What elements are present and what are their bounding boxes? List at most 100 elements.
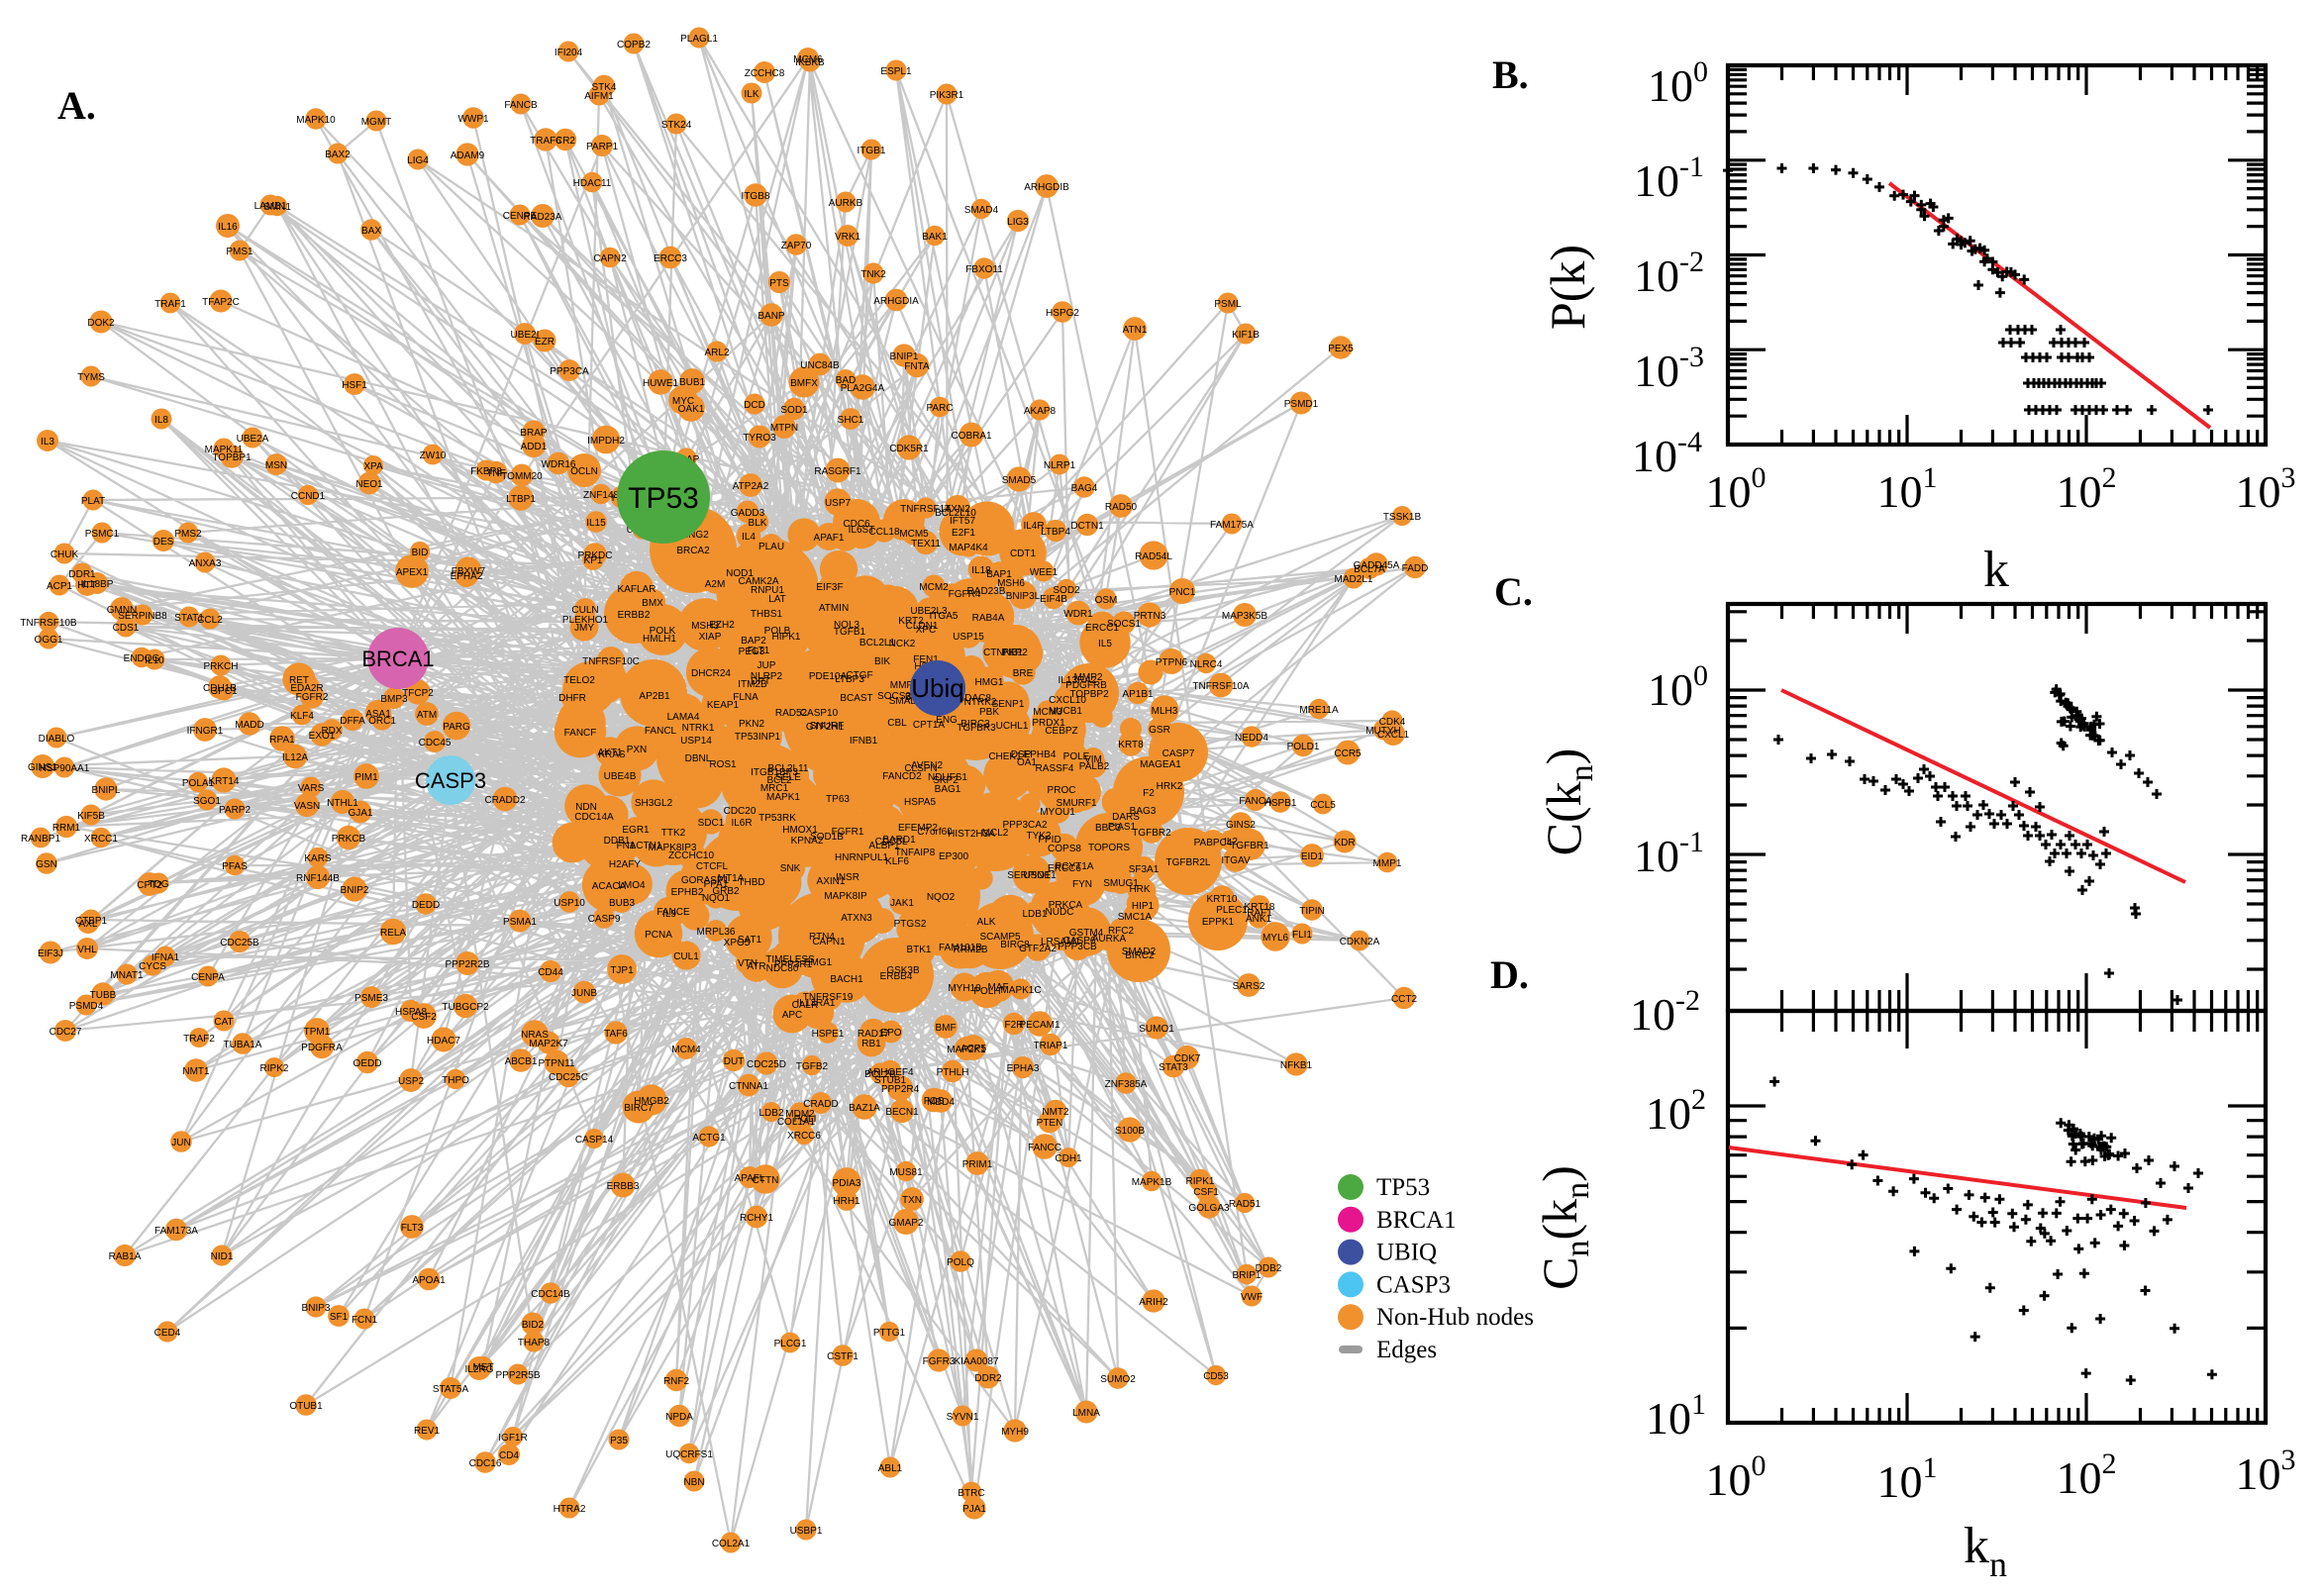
svg-text:SERPINB8: SERPINB8 (118, 611, 167, 622)
svg-text:MYC: MYC (672, 396, 694, 407)
svg-text:SARS2: SARS2 (1233, 981, 1265, 992)
svg-text:TNFRSF19: TNFRSF19 (803, 992, 854, 1003)
svg-text:ACACA: ACACA (592, 881, 627, 892)
svg-text:RFC2: RFC2 (1108, 926, 1135, 937)
svg-text:STK4: STK4 (591, 82, 616, 93)
svg-text:FADD: FADD (1402, 563, 1429, 574)
svg-text:CAPN2: CAPN2 (593, 253, 627, 264)
svg-text:ANK1: ANK1 (1246, 914, 1272, 925)
svg-text:MAD2L1: MAD2L1 (1335, 574, 1373, 585)
svg-text:LIG4: LIG4 (407, 155, 429, 166)
svg-text:ITGB1BP3: ITGB1BP3 (751, 767, 798, 778)
svg-text:GSK3B: GSK3B (886, 965, 920, 976)
svg-text:OA1: OA1 (1017, 757, 1037, 768)
svg-text:THBD: THBD (738, 877, 764, 888)
svg-text:MUS81: MUS81 (889, 1167, 923, 1178)
svg-text:GSN: GSN (36, 859, 57, 870)
svg-text:KLF4: KLF4 (290, 711, 314, 722)
svg-text:AP1B1: AP1B1 (1122, 689, 1154, 700)
svg-text:SOCS1: SOCS1 (1107, 619, 1141, 630)
svg-text:SMAD5: SMAD5 (1002, 475, 1037, 486)
svg-text:ENG: ENG (936, 715, 958, 726)
svg-text:CTTN: CTTN (753, 1175, 779, 1186)
svg-text:HRH1: HRH1 (833, 1196, 860, 1207)
svg-text:PCNA: PCNA (645, 930, 672, 941)
svg-text:CDKN2A: CDKN2A (1340, 937, 1380, 948)
svg-text:AURKB: AURKB (829, 198, 863, 209)
svg-text:CRADD: CRADD (803, 1099, 839, 1110)
svg-text:HSPE1: HSPE1 (812, 1029, 845, 1040)
svg-text:OEDD: OEDD (354, 1058, 382, 1069)
svg-text:FANCA: FANCA (1239, 796, 1272, 807)
svg-text:ZAP70: ZAP70 (781, 241, 812, 251)
svg-text:RNF144B: RNF144B (296, 873, 340, 884)
svg-text:CPT2: CPT2 (137, 880, 162, 891)
svg-text:PTHLH: PTHLH (937, 1067, 969, 1078)
svg-text:POLK: POLK (650, 626, 676, 637)
svg-text:BID: BID (412, 548, 429, 558)
svg-text:RET: RET (289, 675, 309, 686)
svg-text:CLSPN: CLSPN (904, 763, 937, 774)
svg-text:IL2: IL2 (1224, 837, 1238, 848)
svg-text:GRB2: GRB2 (712, 886, 740, 897)
svg-text:FOS: FOS (924, 1096, 945, 1107)
svg-text:SMAD4: SMAD4 (964, 205, 999, 216)
svg-text:APOA1: APOA1 (412, 1275, 446, 1286)
svg-text:TRIAP1: TRIAP1 (1033, 1041, 1067, 1051)
svg-text:PEX5: PEX5 (1328, 344, 1354, 354)
svg-text:ITGB1: ITGB1 (858, 146, 886, 156)
svg-text:PFAS: PFAS (222, 861, 248, 872)
svg-text:RAD23B: RAD23B (967, 586, 1006, 597)
svg-text:ERCC1: ERCC1 (1085, 623, 1119, 634)
svg-text:MCM3: MCM3 (1033, 707, 1062, 718)
svg-text:PPP3CA: PPP3CA (550, 366, 589, 377)
svg-text:PJA1: PJA1 (962, 1504, 986, 1515)
svg-text:TIPIN: TIPIN (1299, 906, 1325, 917)
svg-text:IL5: IL5 (1098, 639, 1112, 649)
svg-text:CASP6: CASP6 (1063, 936, 1096, 947)
svg-text:PPP3CB: PPP3CB (1058, 942, 1097, 952)
svg-text:IFNB1: IFNB1 (850, 736, 878, 747)
svg-text:NOD1: NOD1 (726, 568, 754, 579)
svg-text:UBE4B: UBE4B (604, 771, 637, 782)
svg-text:TYK2: TYK2 (1026, 831, 1051, 842)
svg-text:TP53: TP53 (628, 482, 699, 515)
svg-text:RAF1: RAF1 (1247, 908, 1272, 919)
svg-text:AKAP8: AKAP8 (1024, 406, 1057, 417)
svg-text:POLH: POLH (973, 986, 1000, 997)
svg-text:MAP2K7: MAP2K7 (529, 1039, 568, 1049)
svg-text:IL6ST: IL6ST (849, 525, 875, 536)
svg-text:KPNA2: KPNA2 (791, 836, 824, 847)
svg-text:HSPG2: HSPG2 (1046, 308, 1079, 319)
svg-text:DUT: DUT (724, 1056, 745, 1067)
svg-text:FLNA: FLNA (733, 692, 758, 703)
svg-text:NEDD4: NEDD4 (1235, 733, 1268, 744)
svg-text:FANCF: FANCF (564, 728, 597, 739)
svg-text:IL13RA2: IL13RA2 (1059, 675, 1097, 686)
svg-text:STAT5A: STAT5A (433, 1384, 469, 1395)
svg-text:RRM2B: RRM2B (953, 945, 987, 955)
svg-text:PRKCA: PRKCA (1049, 900, 1083, 911)
svg-text:SMAD2: SMAD2 (1122, 947, 1157, 957)
svg-text:TIMELESS: TIMELESS (765, 954, 815, 965)
svg-text:CDH1: CDH1 (1055, 1153, 1082, 1164)
svg-text:MAGEA1: MAGEA1 (1140, 759, 1181, 770)
svg-text:H2AFY: H2AFY (609, 859, 642, 870)
svg-text:SUMO2: SUMO2 (1100, 1374, 1136, 1385)
svg-text:C.: C. (1494, 569, 1533, 614)
svg-text:DOK2: DOK2 (87, 318, 115, 329)
svg-text:GADD45A: GADD45A (1354, 560, 1400, 571)
svg-text:COPB2: COPB2 (617, 40, 651, 50)
svg-text:JMY: JMY (574, 623, 594, 634)
svg-text:CASP3: CASP3 (415, 768, 486, 793)
svg-text:PARP2: PARP2 (219, 805, 251, 816)
svg-text:OAK1: OAK1 (678, 404, 705, 415)
svg-text:SMAD3: SMAD3 (889, 696, 924, 707)
svg-text:TRAF1: TRAF1 (154, 299, 186, 310)
svg-text:HSPA5: HSPA5 (904, 797, 936, 808)
svg-text:MMP2: MMP2 (1074, 672, 1103, 683)
svg-text:NCK2: NCK2 (889, 639, 916, 649)
svg-text:STUB1: STUB1 (874, 1075, 907, 1086)
svg-text:NTRK2: NTRK2 (964, 697, 997, 708)
svg-text:LAMB1: LAMB1 (254, 201, 287, 212)
